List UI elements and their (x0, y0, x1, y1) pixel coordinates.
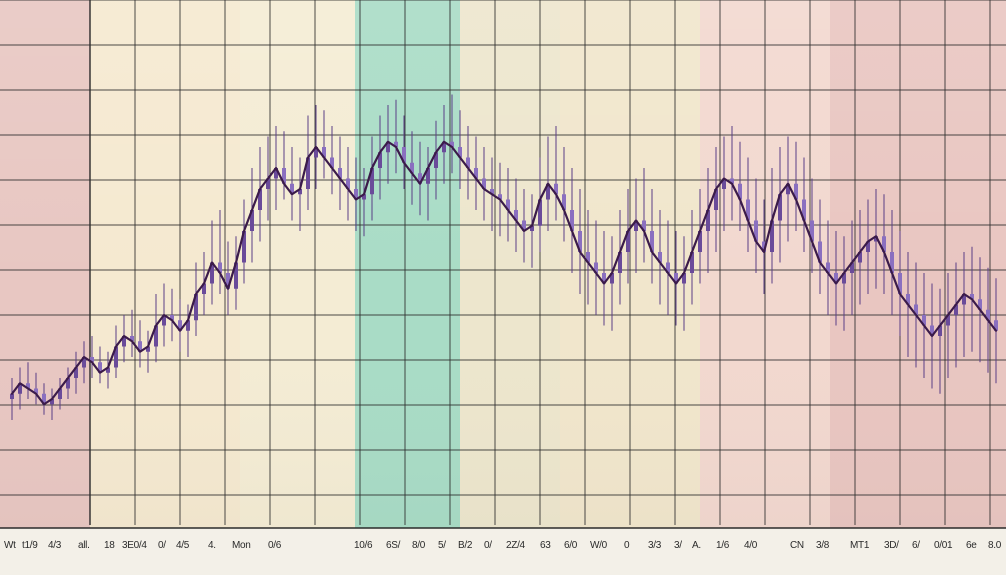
xaxis-label: 10/6 (354, 540, 373, 551)
xaxis-label: 5/ (438, 540, 446, 551)
xaxis-label: B/2 (458, 540, 473, 551)
chart-svg: Wt t1/9 4/3 all. 18 3E0/4 0/4/5 4. Mon 0/6 10/6 6S/… (0, 0, 1006, 575)
xaxis-label: 1/6 (716, 540, 730, 551)
xaxis-label: 0 (624, 540, 630, 551)
xaxis-label: CN (790, 540, 804, 551)
xaxis-label: A. (692, 540, 701, 551)
xaxis-label: 4. (208, 540, 216, 551)
xaxis-label: 6/0 (564, 540, 578, 551)
xaxis-label: 0/ (158, 540, 166, 551)
xaxis-label: 18 (104, 540, 115, 551)
xaxis-label: 0/ (484, 540, 492, 551)
xaxis-label: t1/9 (22, 540, 38, 551)
xaxis-label: 3D/ (884, 540, 899, 551)
xaxis-label: 8/0 (412, 540, 426, 551)
xaxis-label: 3/8 (816, 540, 830, 551)
xaxis-label: Mon (232, 540, 251, 551)
xaxis-label: 4/5 (176, 540, 190, 551)
xaxis-label: 8.0 (988, 540, 1002, 551)
xaxis-label: Wt (4, 540, 16, 551)
xaxis-label: 3/ (674, 540, 682, 551)
xaxis-label: 0/01 (934, 540, 953, 551)
xaxis-label: 63 (540, 540, 551, 551)
xaxis-label: 3/3 (648, 540, 662, 551)
xaxis-label: 2Z/4 (506, 540, 526, 551)
xaxis-label: 6S/ (386, 540, 401, 551)
xaxis-band (0, 528, 1006, 575)
xaxis-label: all. (78, 540, 90, 551)
xaxis-label: 6e (966, 540, 977, 551)
xaxis-label: 4/0 (744, 540, 758, 551)
xaxis-label: 6/ (912, 540, 920, 551)
xaxis-label: 0/6 (268, 540, 282, 551)
price-chart: Wt t1/9 4/3 all. 18 3E0/4 0/4/5 4. Mon 0/6 10/6 6S/… (0, 0, 1006, 575)
xaxis-label: 4/3 (48, 540, 62, 551)
xaxis-label: 3E0/4 (122, 540, 147, 551)
xaxis-label: MT1 (850, 540, 870, 551)
xaxis-label: W/0 (590, 540, 608, 551)
